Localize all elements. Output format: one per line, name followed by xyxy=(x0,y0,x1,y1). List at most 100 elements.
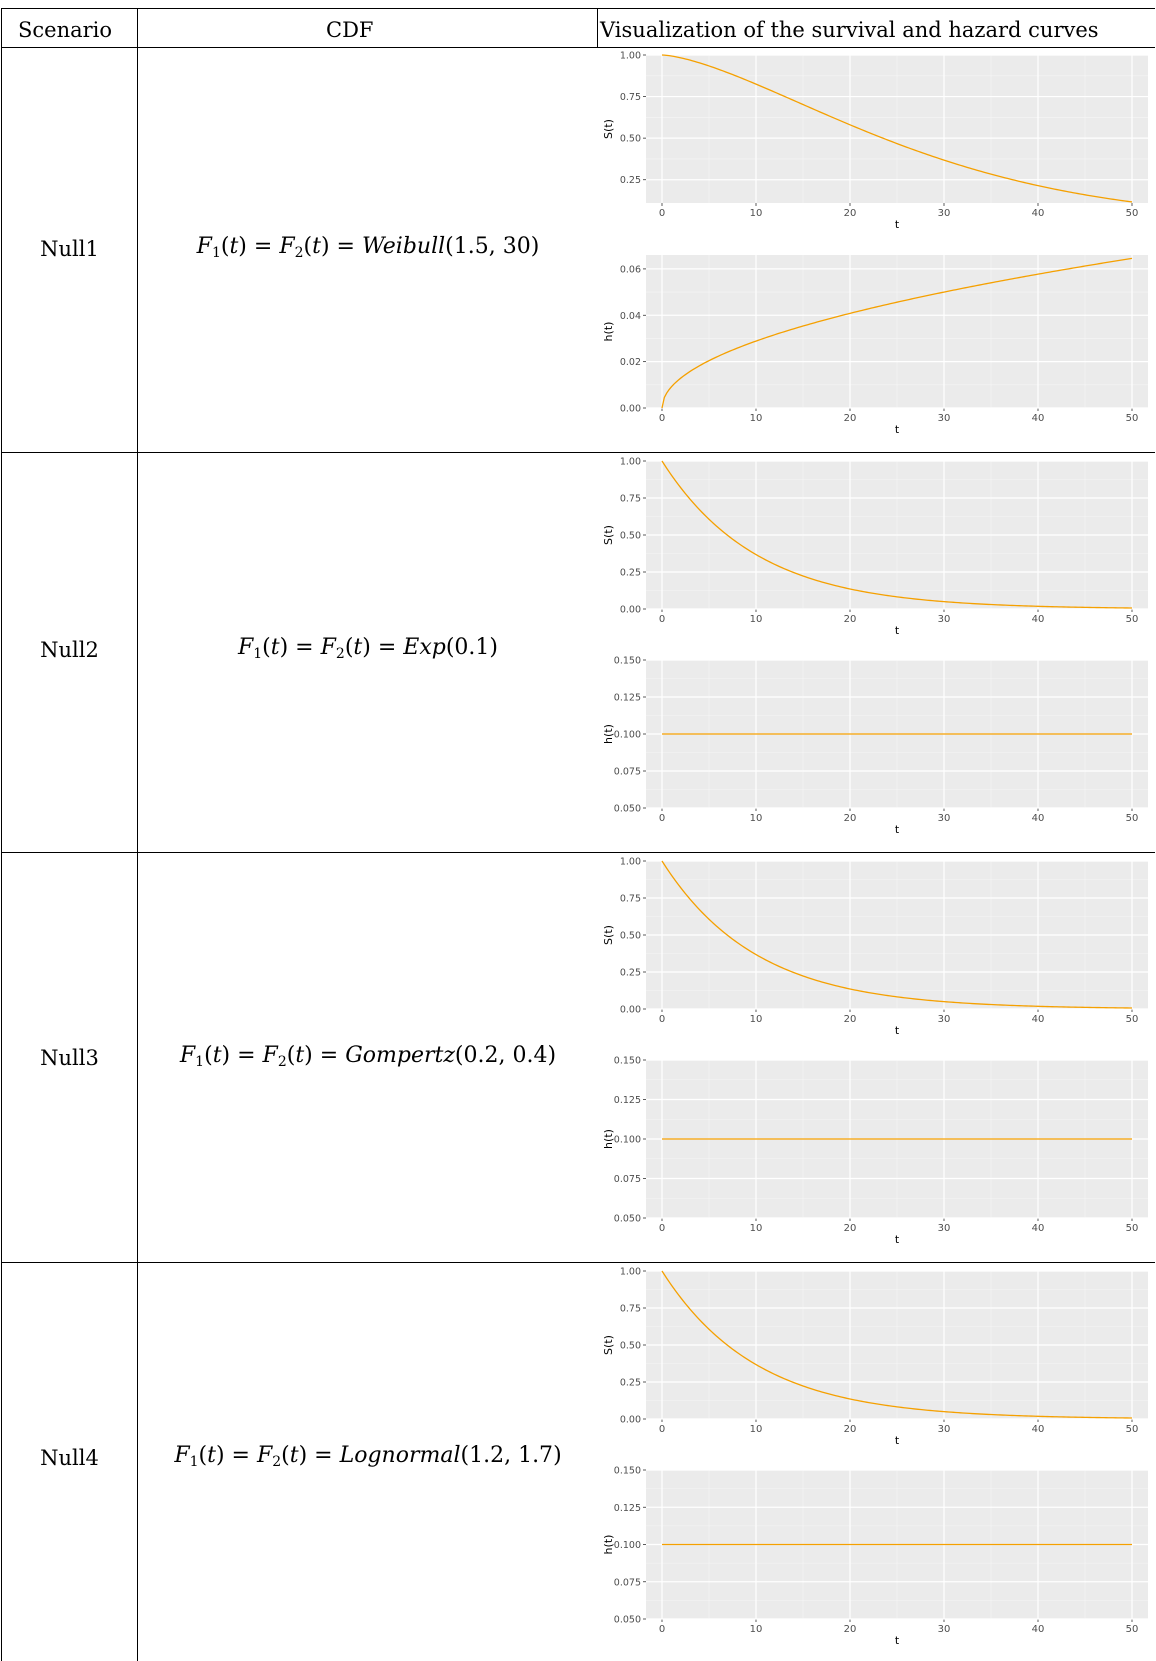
scenario-label: Null4 xyxy=(40,1446,99,1470)
y-tick-label: 0.125 xyxy=(614,1503,641,1514)
x-tick-label: 20 xyxy=(844,614,857,625)
y-tick-label: 1.00 xyxy=(620,457,641,468)
x-tick-label: 10 xyxy=(750,1424,763,1435)
x-axis-label: t xyxy=(895,1434,900,1447)
y-tick-label: 0.50 xyxy=(620,134,641,145)
x-tick-label: 30 xyxy=(938,813,951,824)
y-tick-label: 0.00 xyxy=(620,605,641,616)
cdf-formula: F1(t) = F2(t) = Exp(0.1) xyxy=(237,635,499,662)
y-tick-label: 0.04 xyxy=(620,311,641,322)
x-tick-label: 0 xyxy=(659,413,665,424)
y-tick-label: 0.050 xyxy=(614,1214,641,1225)
y-tick-label: 0.100 xyxy=(614,1135,641,1146)
x-axis-label: t xyxy=(895,423,900,436)
survival-plot: 0 10 20 30 40 50 0.00 0.25 0.50 0.75 1.00 t S(t) xyxy=(602,457,1148,637)
y-axis-label: S(t) xyxy=(602,1335,615,1355)
y-axis-label: h(t) xyxy=(602,1129,615,1149)
x-tick-label: 40 xyxy=(1032,614,1045,625)
hazard-plot: 0 10 20 30 40 50 0.050 0.075 0.100 0.125 0.150 t h(t… xyxy=(602,1056,1148,1246)
y-tick-label: 1.00 xyxy=(620,857,641,868)
x-tick-label: 40 xyxy=(1032,1624,1045,1635)
x-tick-label: 40 xyxy=(1032,208,1045,219)
header-bottom-rule xyxy=(1,47,1155,48)
y-axis-label: h(t) xyxy=(602,724,615,744)
y-tick-label: 0.00 xyxy=(620,1415,641,1426)
x-tick-label: 0 xyxy=(659,614,665,625)
y-tick-label: 0.75 xyxy=(620,494,641,505)
column-divider xyxy=(597,8,598,47)
survival-plot: 0 10 20 30 40 50 0.00 0.25 0.50 0.75 1.00 t S(t) xyxy=(602,1267,1148,1447)
x-tick-label: 30 xyxy=(938,1014,951,1025)
x-tick-label: 30 xyxy=(938,208,951,219)
y-tick-label: 0.50 xyxy=(620,931,641,942)
table-left-rule xyxy=(1,8,2,1661)
scenario-label: Null1 xyxy=(40,237,99,261)
y-tick-label: 0.75 xyxy=(620,92,641,103)
x-tick-label: 30 xyxy=(938,1624,951,1635)
table-top-rule xyxy=(1,8,1155,9)
x-axis-label: t xyxy=(895,1233,900,1246)
x-tick-label: 0 xyxy=(659,813,665,824)
y-tick-label: 1.00 xyxy=(620,51,641,62)
x-tick-label: 20 xyxy=(844,1014,857,1025)
x-tick-label: 50 xyxy=(1126,1624,1139,1635)
y-tick-label: 0.25 xyxy=(620,568,641,579)
header-cdf: CDF xyxy=(326,18,374,42)
row-divider xyxy=(1,852,1155,853)
hazard-plot: 0 10 20 30 40 50 0.00 0.02 0.04 0.06 t h(t) xyxy=(602,255,1148,436)
x-tick-label: 50 xyxy=(1126,614,1139,625)
survival-curve xyxy=(661,54,1133,203)
y-axis-label: h(t) xyxy=(602,1535,615,1555)
y-tick-label: 0.02 xyxy=(620,357,641,368)
x-tick-label: 10 xyxy=(750,413,763,424)
scenario-label: Null3 xyxy=(40,1046,99,1070)
x-tick-label: 20 xyxy=(844,1624,857,1635)
x-tick-label: 30 xyxy=(938,1424,951,1435)
cdf-formula: F1(t) = F2(t) = Gompertz(0.2, 0.4) xyxy=(179,1043,557,1070)
hazard-plot: 0 10 20 30 40 50 0.050 0.075 0.100 0.125 0.150 t h(t… xyxy=(602,656,1148,836)
y-tick-label: 0.125 xyxy=(614,1095,641,1106)
y-tick-label: 0.150 xyxy=(614,656,641,667)
y-tick-label: 0.100 xyxy=(614,1540,641,1551)
cdf-formula: F1(t) = F2(t) = Weibull(1.5, 30) xyxy=(196,234,540,261)
column-divider xyxy=(137,8,138,1661)
survival-plot: 0 10 20 30 40 50 0.00 0.25 0.50 0.75 1.00 t S(t) xyxy=(602,857,1148,1037)
x-axis-label: t xyxy=(895,823,900,836)
x-tick-label: 0 xyxy=(659,1424,665,1435)
x-tick-label: 40 xyxy=(1032,1014,1045,1025)
x-tick-label: 50 xyxy=(1126,1424,1139,1435)
x-tick-label: 20 xyxy=(844,413,857,424)
y-tick-label: 0.75 xyxy=(620,1304,641,1315)
row-divider xyxy=(1,452,1155,453)
x-tick-label: 0 xyxy=(659,1014,665,1025)
y-tick-label: 0.75 xyxy=(620,894,641,905)
x-tick-label: 0 xyxy=(659,1223,665,1234)
y-tick-label: 0.150 xyxy=(614,1056,641,1067)
y-tick-label: 0.25 xyxy=(620,1378,641,1389)
y-tick-label: 0.00 xyxy=(620,1005,641,1016)
survival-curve xyxy=(661,460,1133,609)
x-tick-label: 30 xyxy=(938,413,951,424)
x-tick-label: 20 xyxy=(844,1424,857,1435)
x-tick-label: 50 xyxy=(1126,413,1139,424)
row-divider xyxy=(1,1262,1155,1263)
x-tick-label: 50 xyxy=(1126,1014,1139,1025)
x-tick-label: 10 xyxy=(750,614,763,625)
x-tick-label: 40 xyxy=(1032,813,1045,824)
x-tick-label: 50 xyxy=(1126,208,1139,219)
x-tick-label: 40 xyxy=(1032,1223,1045,1234)
cdf-formula: F1(t) = F2(t) = Lognormal(1.2, 1.7) xyxy=(174,1443,562,1470)
x-tick-label: 0 xyxy=(659,208,665,219)
y-axis-label: S(t) xyxy=(602,119,615,139)
hazard-curve xyxy=(661,257,1133,409)
y-tick-label: 0.50 xyxy=(620,531,641,542)
x-tick-label: 50 xyxy=(1126,813,1139,824)
y-tick-label: 0.50 xyxy=(620,1341,641,1352)
x-tick-label: 10 xyxy=(750,813,763,824)
x-tick-label: 30 xyxy=(938,614,951,625)
survival-plot: 0 10 20 30 40 50 0.25 0.50 0.75 1.00 t S(t) xyxy=(602,51,1148,231)
x-tick-label: 10 xyxy=(750,1624,763,1635)
x-tick-label: 0 xyxy=(659,1624,665,1635)
x-axis-label: t xyxy=(895,218,900,231)
